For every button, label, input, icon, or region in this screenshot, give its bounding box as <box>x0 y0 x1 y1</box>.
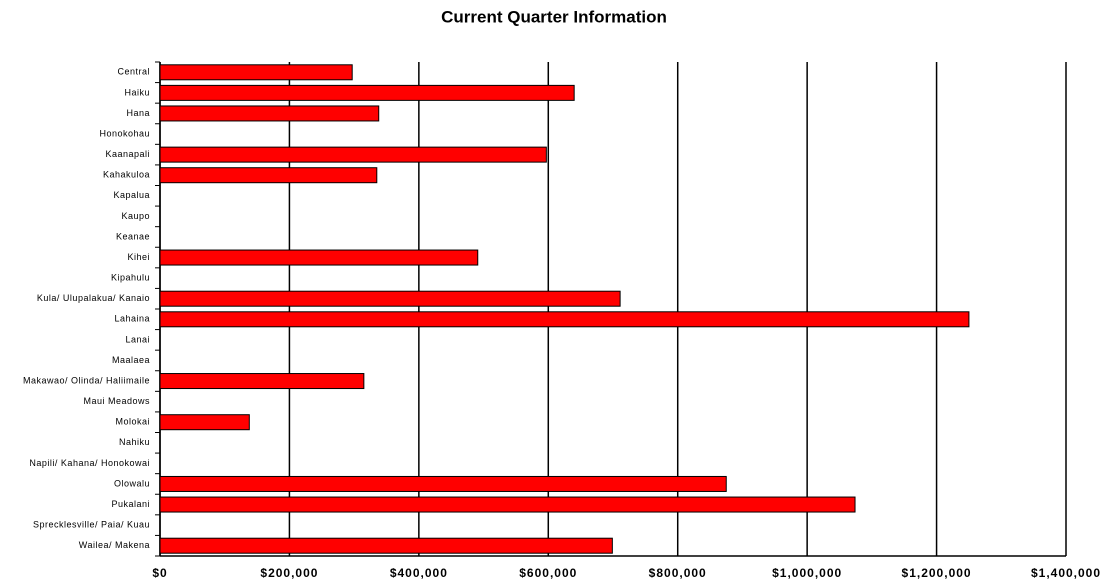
bar <box>159 537 613 554</box>
bar <box>159 290 621 307</box>
bar <box>159 496 856 513</box>
bar <box>159 167 378 184</box>
y-tick-label: Wailea/ Makena <box>79 540 150 550</box>
bar <box>159 311 970 328</box>
y-tick-label: Kaupo <box>121 211 150 221</box>
y-tick-label: Maui Meadows <box>83 396 150 406</box>
x-tick-label: $1,000,000 <box>772 566 842 580</box>
x-tick-label: $800,000 <box>649 566 707 580</box>
y-tick-label: Kaanapali <box>105 149 150 159</box>
bar <box>159 475 727 492</box>
y-tick-label: Kula/ Ulupalakua/ Kanaio <box>37 293 150 303</box>
y-tick-label: Hana <box>126 108 150 118</box>
bar <box>159 146 547 163</box>
y-tick-label: Haiku <box>124 87 150 97</box>
y-tick-label: Napili/ Kahana/ Honokowai <box>29 458 150 468</box>
x-tick-label: $1,400,000 <box>1031 566 1101 580</box>
y-tick-label: Central <box>117 67 150 77</box>
bar <box>159 373 365 390</box>
bar <box>159 249 479 266</box>
x-tick-label: $400,000 <box>390 566 448 580</box>
y-tick-label: Kapalua <box>113 190 150 200</box>
y-tick-label: Makawao/ Olinda/ Haliimaile <box>23 375 150 385</box>
y-tick-label: Kahakuloa <box>103 170 150 180</box>
y-tick-label: Sprecklesville/ Paia/ Kuau <box>33 520 150 530</box>
y-tick-label: Olowalu <box>114 478 150 488</box>
x-tick-label: $0 <box>152 566 167 580</box>
y-tick-label: Lahaina <box>114 314 150 324</box>
y-tick-label: Kihei <box>127 252 150 262</box>
y-tick-label: Maalaea <box>112 355 150 365</box>
bar <box>159 64 353 81</box>
chart-title: Current Quarter Information <box>441 7 667 26</box>
bar <box>159 105 380 122</box>
y-tick-label: Molokai <box>115 417 150 427</box>
y-tick-label: Honokohau <box>99 128 150 138</box>
y-tick-label: Kipahulu <box>111 273 150 283</box>
x-tick-label: $1,200,000 <box>902 566 972 580</box>
bar <box>159 84 575 101</box>
x-tick-label: $200,000 <box>260 566 318 580</box>
bar <box>159 414 250 431</box>
y-tick-label: Keanae <box>116 231 150 241</box>
y-tick-label: Pukalani <box>111 499 150 509</box>
y-tick-label: Lanai <box>125 334 150 344</box>
y-tick-label: Nahiku <box>119 437 150 447</box>
x-tick-label: $600,000 <box>519 566 577 580</box>
